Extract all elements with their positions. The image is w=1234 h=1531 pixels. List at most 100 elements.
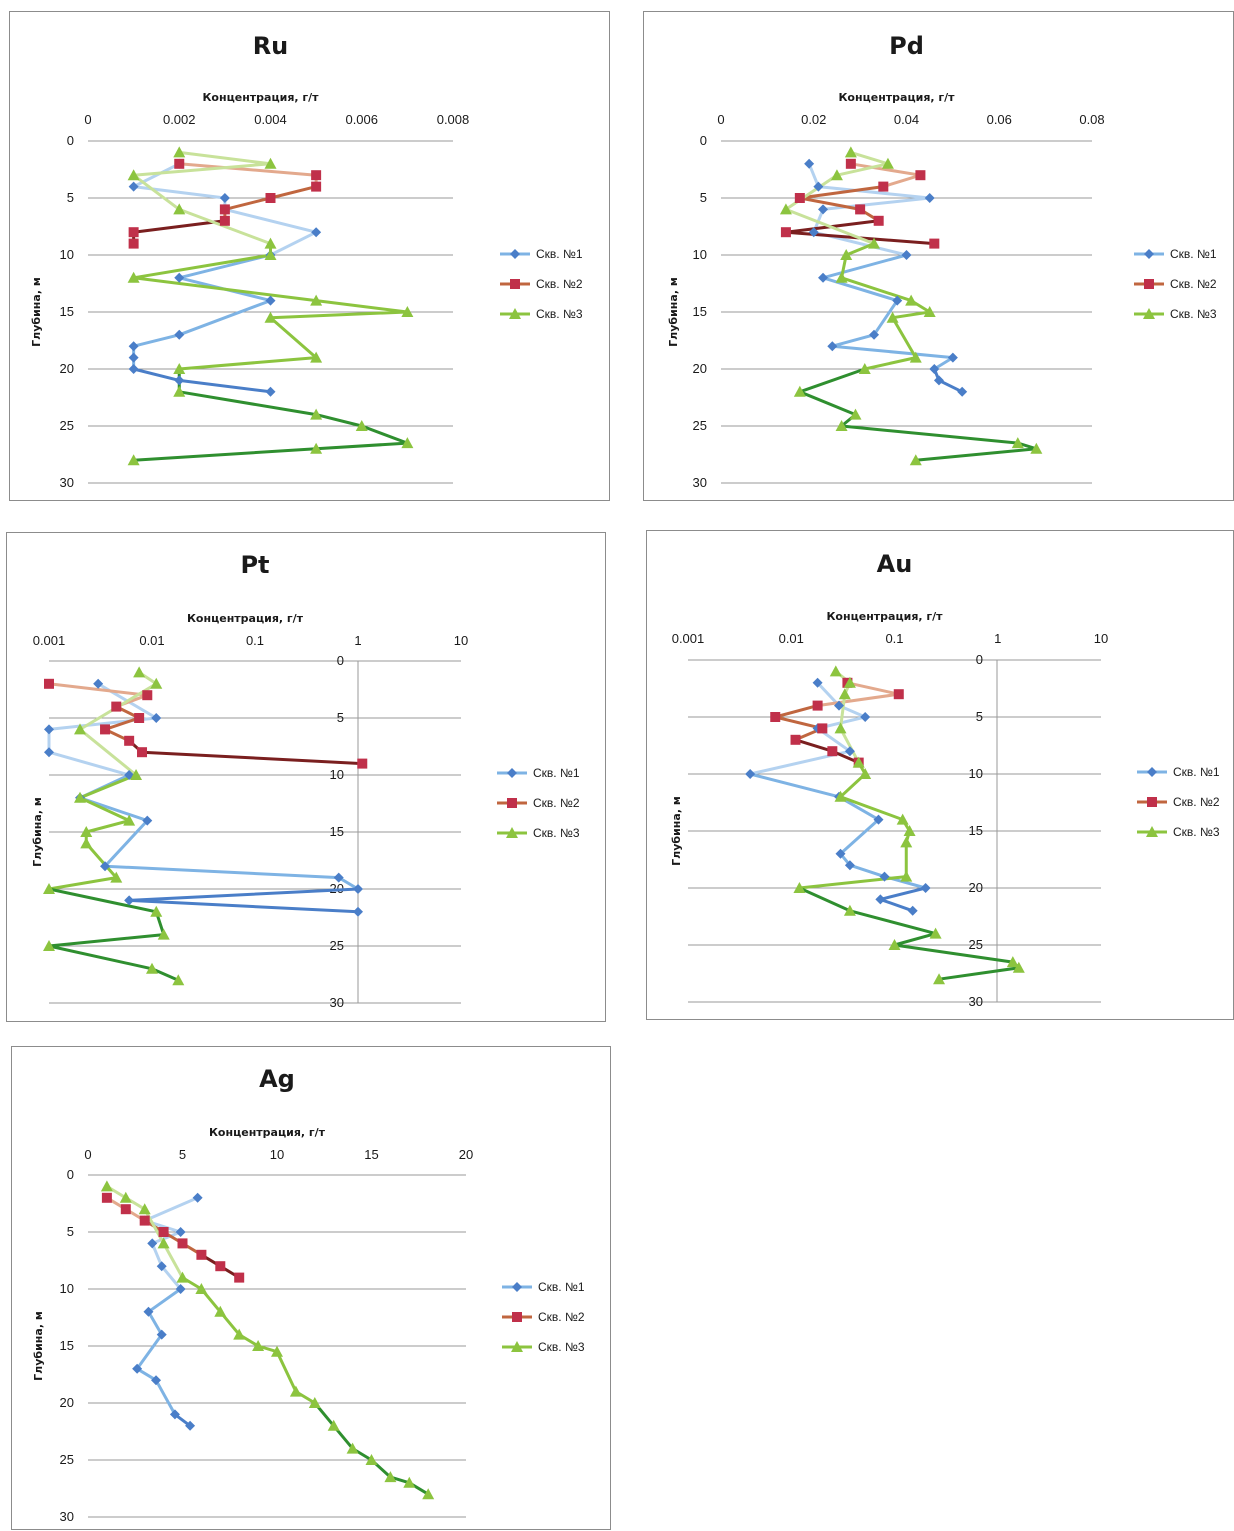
chart-title: Pt <box>240 551 269 579</box>
data-point <box>893 689 904 700</box>
y-tick-label: 15 <box>60 1338 74 1353</box>
series-line-segment <box>816 692 901 708</box>
legend-marker <box>1144 279 1154 289</box>
data-point <box>845 158 856 169</box>
x-tick-label: 0.001 <box>672 631 705 646</box>
data-point <box>830 169 843 181</box>
legend-marker <box>511 1341 523 1352</box>
data-point <box>886 311 899 323</box>
y-tick-label: 10 <box>693 247 707 262</box>
series-line-segment <box>830 333 876 348</box>
legend-marker <box>506 827 518 838</box>
legend-marker <box>1143 308 1155 319</box>
series-line-segment <box>794 738 834 753</box>
data-point <box>804 158 815 169</box>
data-point <box>137 747 148 758</box>
y-tick-label: 0 <box>67 1167 74 1182</box>
data-point <box>818 204 829 215</box>
y-tick-label: 5 <box>700 190 707 205</box>
x-tick-label: 0.1 <box>246 633 264 648</box>
data-point <box>130 769 143 780</box>
data-point <box>138 1203 151 1215</box>
data-point <box>843 904 856 916</box>
y-tick-label: 15 <box>693 304 707 319</box>
series-line-segment <box>773 704 820 719</box>
data-point <box>793 385 806 397</box>
series-line-segment <box>807 162 820 189</box>
legend-label: Скв. №3 <box>533 826 580 840</box>
series-line-segment <box>127 887 360 902</box>
x-tick-label: 0.08 <box>1079 112 1104 127</box>
data-point <box>844 146 857 158</box>
data-point <box>923 306 936 317</box>
x-tick-label: 20 <box>459 1147 473 1162</box>
data-point <box>881 157 894 169</box>
series-line-segment <box>146 1310 164 1337</box>
data-point <box>900 836 913 848</box>
data-point <box>265 193 276 203</box>
series-line-segment <box>177 356 318 371</box>
data-point <box>907 905 918 916</box>
data-point <box>174 158 185 169</box>
y-tick-label: 20 <box>969 880 983 895</box>
series-line-segment <box>132 185 227 200</box>
data-point <box>829 665 842 677</box>
data-point <box>833 700 844 711</box>
x-tick-label: 0.01 <box>779 631 804 646</box>
series-line-segment <box>314 299 409 314</box>
series-line-segment <box>840 276 913 303</box>
data-point <box>215 1261 226 1272</box>
data-point <box>909 454 922 466</box>
series-line-segment <box>47 750 131 777</box>
data-point <box>80 826 93 837</box>
legend-label: Скв. №1 <box>1173 765 1220 779</box>
y-axis-title: Глубина, м <box>30 277 43 347</box>
series-line-segment <box>937 966 1021 981</box>
legend-marker <box>1144 249 1154 259</box>
data-point <box>852 756 865 768</box>
x-tick-label: 10 <box>270 1147 284 1162</box>
data-point <box>185 1420 196 1431</box>
series-line-segment <box>177 162 318 177</box>
y-axis-title: Глубина, м <box>670 796 683 866</box>
series-line-segment <box>47 933 166 948</box>
data-point <box>176 1271 189 1283</box>
data-point <box>142 690 153 701</box>
data-point <box>812 677 823 688</box>
data-point <box>151 1375 162 1386</box>
chart-panel-ru: Ru Концентрация, г/т 0 0.002 0.004 0.006 0.008… <box>9 11 610 501</box>
legend-label: Скв. №2 <box>536 277 583 291</box>
data-point <box>143 1306 154 1317</box>
data-point <box>813 181 824 192</box>
data-point <box>252 1340 265 1351</box>
series-line-segment <box>47 944 154 971</box>
data-point <box>124 735 135 746</box>
y-tick-label: 30 <box>60 475 74 490</box>
data-point <box>173 363 186 374</box>
data-point <box>858 363 871 374</box>
series-line-segment <box>844 242 876 257</box>
series-line-segment <box>878 886 928 901</box>
data-point <box>128 341 139 352</box>
data-point <box>346 1442 359 1454</box>
series-line-segment <box>830 344 955 360</box>
data-point <box>124 895 135 906</box>
data-point <box>265 386 276 397</box>
data-point <box>817 723 828 734</box>
data-point <box>844 860 855 871</box>
data-point <box>128 227 139 238</box>
data-point <box>827 341 838 352</box>
data-point <box>879 871 890 882</box>
data-point <box>929 927 942 939</box>
series-line-segment <box>162 1241 184 1280</box>
data-point <box>150 677 163 689</box>
data-point <box>265 295 276 306</box>
series-line-segment <box>135 1333 164 1371</box>
data-point <box>909 351 922 363</box>
data-point <box>264 237 277 249</box>
legend-marker <box>507 768 517 778</box>
data-point <box>219 204 230 215</box>
series-line-segment <box>891 316 918 360</box>
y-tick-label: 5 <box>976 709 983 724</box>
chart-pd: Pd Концентрация, г/т 0 0.02 0.04 0.06 0.08 0 5 10… <box>667 32 1217 490</box>
